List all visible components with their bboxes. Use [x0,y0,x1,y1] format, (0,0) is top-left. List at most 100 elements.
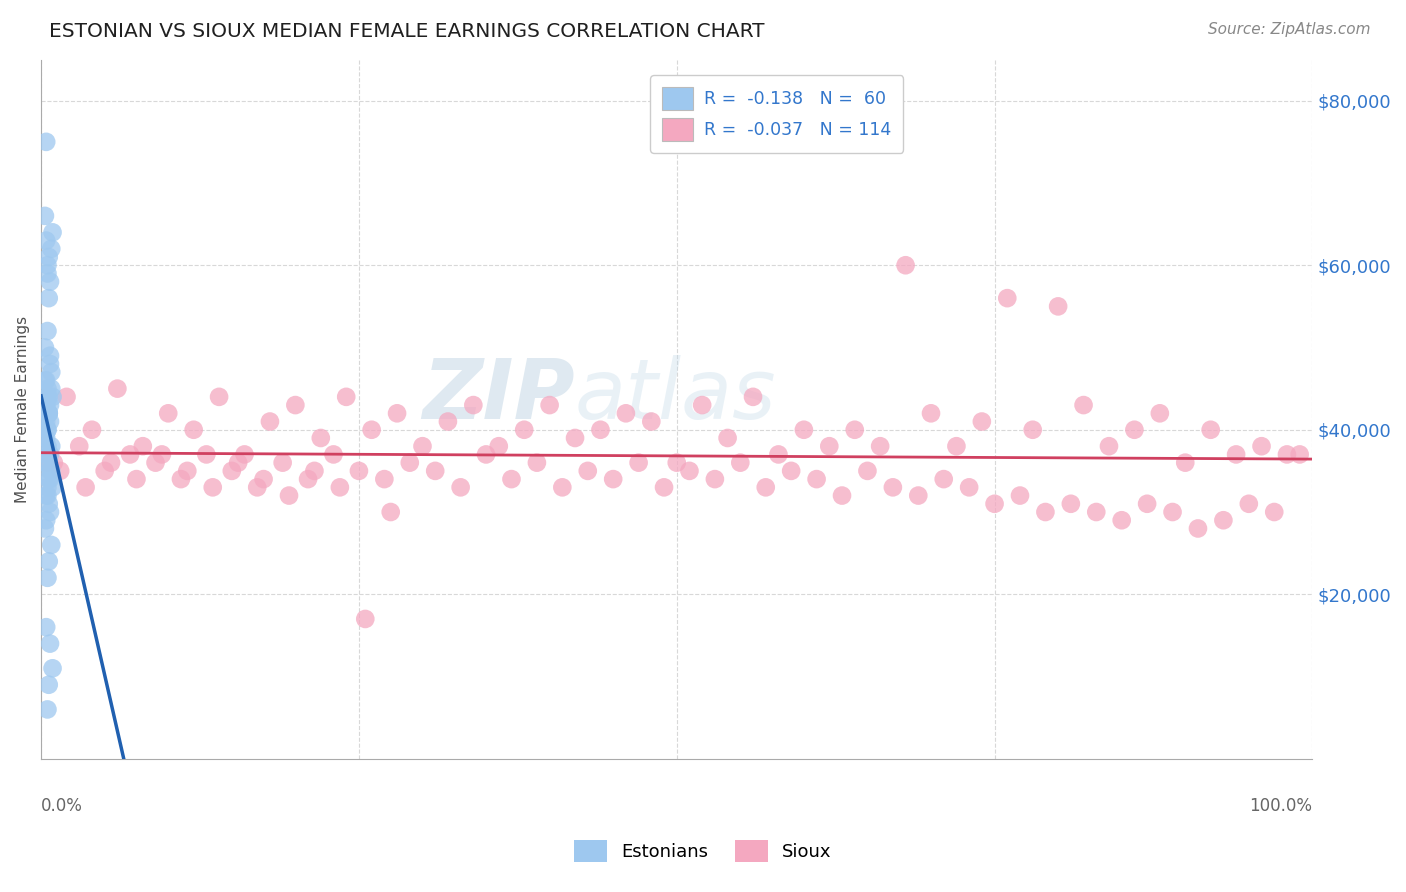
Point [41,390,63,404]
Point [780,464,803,478]
Point [38,250,60,264]
Point [1288,447,1310,461]
Point [100,456,122,470]
Point [385,406,408,420]
Point [34,431,56,445]
Point [39,275,62,289]
Point [39,349,62,363]
Point [93,464,115,478]
Point [150,447,173,461]
Legend: Estonians, Sioux: Estonians, Sioux [567,833,839,870]
Point [201,480,224,494]
Point [37,571,59,585]
Point [35,513,58,527]
Point [39,505,62,519]
Point [208,390,231,404]
Point [37,423,59,437]
Point [297,472,319,486]
Point [538,398,561,412]
Point [716,431,738,445]
Point [35,135,58,149]
Point [39,242,62,256]
Point [1275,447,1298,461]
Text: ESTONIAN VS SIOUX MEDIAN FEMALE EARNINGS CORRELATION CHART: ESTONIAN VS SIOUX MEDIAN FEMALE EARNINGS… [49,22,765,41]
Y-axis label: Median Female Earnings: Median Female Earnings [15,316,30,503]
Point [39,447,62,461]
Point [252,472,274,486]
Point [755,480,778,494]
Point [183,423,205,437]
Point [932,472,955,486]
Point [602,472,624,486]
Point [945,439,967,453]
Point [39,382,62,396]
Point [39,357,62,371]
Point [39,398,62,412]
Point [35,431,58,445]
Point [176,464,198,478]
Point [38,406,60,420]
Point [233,447,256,461]
Point [42,456,65,470]
Point [354,612,377,626]
Point [373,472,395,486]
Point [1022,423,1045,437]
Point [1263,505,1285,519]
Point [35,373,58,387]
Point [34,373,56,387]
Point [1047,299,1070,313]
Point [132,439,155,453]
Point [35,447,58,461]
Point [226,456,249,470]
Point [37,702,59,716]
Point [1212,513,1234,527]
Point [37,439,59,453]
Point [37,267,59,281]
Point [1073,398,1095,412]
Point [411,439,433,453]
Point [882,480,904,494]
Point [49,464,72,478]
Point [513,423,536,437]
Point [526,456,548,470]
Point [475,447,498,461]
Point [39,365,62,379]
Point [450,480,472,494]
Point [37,390,59,404]
Point [35,234,58,248]
Point [614,406,637,420]
Point [80,423,103,437]
Point [246,480,269,494]
Point [856,464,879,478]
Point [39,464,62,478]
Point [105,382,128,396]
Point [37,456,59,470]
Point [627,456,650,470]
Point [1085,505,1108,519]
Point [983,497,1005,511]
Point [37,423,59,437]
Point [1174,456,1197,470]
Point [221,464,243,478]
Point [39,472,62,486]
Point [665,456,688,470]
Text: ZIP: ZIP [422,355,575,435]
Point [284,398,307,412]
Point [844,423,866,437]
Point [34,341,56,355]
Point [793,423,815,437]
Point [564,431,586,445]
Point [1199,423,1222,437]
Point [347,464,370,478]
Point [34,521,56,535]
Point [195,447,218,461]
Point [38,406,60,420]
Point [576,464,599,478]
Point [38,406,60,420]
Point [907,489,929,503]
Point [38,456,60,470]
Legend: R =  -0.138   N =  60, R =  -0.037   N = 114: R = -0.138 N = 60, R = -0.037 N = 114 [650,75,903,153]
Point [1136,497,1159,511]
Point [39,415,62,429]
Point [37,480,59,494]
